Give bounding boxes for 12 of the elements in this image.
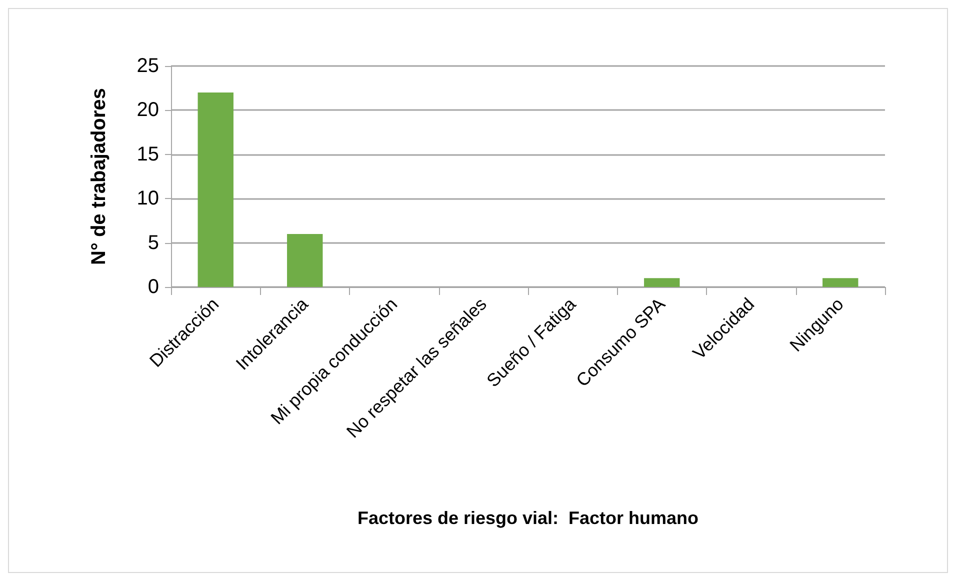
y-tick-label: 15 (136, 143, 159, 166)
y-tick-label: 0 (148, 276, 159, 298)
x-axis-title: Factores de riesgo vial: Factor humano (357, 508, 699, 528)
bar (198, 92, 234, 287)
bar (287, 234, 323, 287)
y-tick-label: 20 (136, 99, 159, 122)
bar (644, 278, 680, 287)
y-tick-label: 10 (136, 188, 159, 210)
bar (822, 278, 858, 287)
y-tick-label: 25 (136, 55, 159, 77)
y-tick-label: 5 (148, 232, 159, 254)
y-axis-title: N° de trabajadores (88, 88, 110, 265)
